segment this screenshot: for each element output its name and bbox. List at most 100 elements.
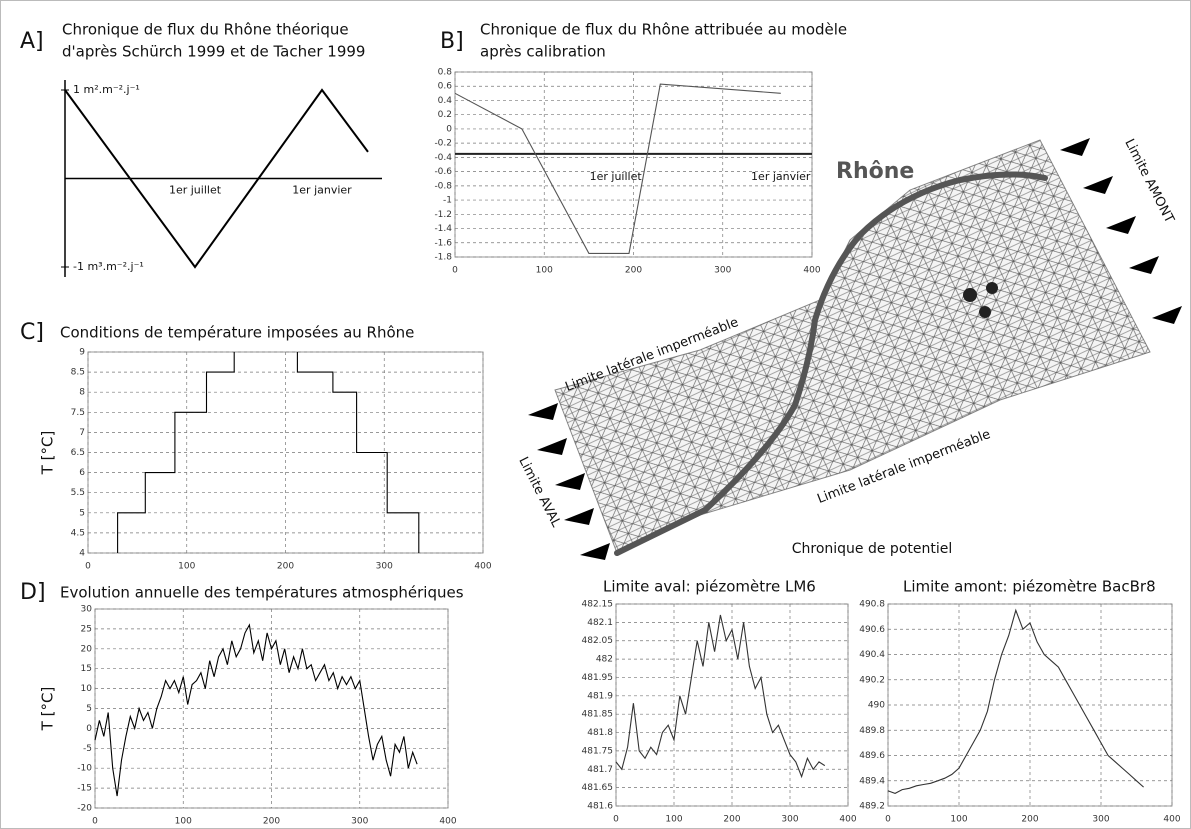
y-tick-label: 15 xyxy=(81,664,92,674)
y-tick-label: 482.15 xyxy=(582,600,614,610)
chart-panel: Limite amont: piézomètre BacBr8 489.2 489.… xyxy=(859,578,1181,825)
x-tick-label: 300 xyxy=(351,817,368,827)
y-tick-label: 0.2 xyxy=(438,110,452,120)
x-tick-label: 0 xyxy=(85,562,91,572)
y-tick-label: -1.6 xyxy=(434,238,452,248)
x-tick-label: 0 xyxy=(613,815,619,825)
chart-title: Chronique de flux du Rhône théorique xyxy=(62,21,349,39)
y-tick-label: 0 xyxy=(446,124,452,134)
data-line xyxy=(64,88,369,269)
arrow xyxy=(1129,256,1159,274)
y-tick-label: 1 m².m⁻².j⁻¹ xyxy=(73,83,140,96)
chart-title: Evolution annuelle des températures atmo… xyxy=(60,584,464,602)
data-line xyxy=(94,623,418,797)
y-tick-label: -1.2 xyxy=(434,210,452,220)
chart-title: Conditions de température imposées au Rh… xyxy=(60,324,414,342)
data-line xyxy=(454,83,781,254)
x-tick-label: 400 xyxy=(474,562,491,572)
y-tick-label: 7.5 xyxy=(71,408,85,418)
arrow xyxy=(1152,306,1182,324)
y-tick-label: 25 xyxy=(81,624,92,634)
panel-label: C] xyxy=(20,320,44,345)
chart-title: après calibration xyxy=(480,43,606,61)
x-tick-label: 300 xyxy=(781,815,798,825)
y-axis-label: T [°C] xyxy=(39,431,57,476)
x-tick-label: 200 xyxy=(1021,815,1038,825)
y-tick-label: 489.8 xyxy=(859,726,885,736)
y-tick-label: 20 xyxy=(81,644,93,654)
x-tick-label: 400 xyxy=(803,266,820,276)
arrow xyxy=(1060,138,1090,156)
chart-title: Limite aval: piézomètre LM6 xyxy=(603,578,816,596)
river-label: Rhône xyxy=(836,159,914,184)
y-tick-label: 490.8 xyxy=(859,600,885,610)
arrow xyxy=(1106,216,1136,234)
x-tick-label: 0 xyxy=(885,815,891,825)
y-tick-label: 30 xyxy=(81,605,93,615)
x-tick-label: 400 xyxy=(1163,815,1180,825)
data-line xyxy=(117,352,420,553)
y-tick-label: -1.8 xyxy=(434,253,452,263)
y-tick-label: 481.8 xyxy=(587,728,613,738)
chart-panel: Evolution annuelle des températures atmo… xyxy=(20,580,464,827)
y-tick-label: 8.5 xyxy=(71,368,85,378)
y-tick-label: -0.4 xyxy=(434,153,452,163)
y-tick-label: 481.95 xyxy=(582,673,614,683)
y-tick-label: 481.7 xyxy=(587,765,613,775)
arrow xyxy=(580,543,610,560)
mesh-grid xyxy=(555,140,1150,553)
y-tick-label: 481.6 xyxy=(587,802,613,812)
upstream-label: Limite AMONT xyxy=(1121,137,1176,226)
y-tick-label: 0.8 xyxy=(438,68,453,78)
panel-label: B] xyxy=(440,29,464,54)
river-line xyxy=(614,171,1048,556)
y-tick-label: 5.5 xyxy=(71,488,85,498)
annotation: 1er juillet xyxy=(590,170,643,183)
y-tick-label: 490.2 xyxy=(859,675,885,685)
x-tick-label: 300 xyxy=(376,562,393,572)
y-tick-label: 490 xyxy=(868,701,885,711)
y-tick-label: 8 xyxy=(79,388,85,398)
arrow xyxy=(564,508,594,525)
y-tick-label: 482 xyxy=(596,655,613,665)
y-tick-label: -15 xyxy=(77,784,92,794)
y-tick-label: 482.05 xyxy=(582,636,614,646)
y-tick-label: -0.2 xyxy=(434,139,452,149)
y-axis-label: T [°C] xyxy=(39,687,57,732)
x-tick-label: 200 xyxy=(723,815,740,825)
x-tick-label: 0 xyxy=(452,266,458,276)
x-tick-label: 200 xyxy=(263,817,280,827)
y-tick-label: 489.6 xyxy=(859,751,885,761)
well xyxy=(986,282,998,294)
y-tick-label: 5 xyxy=(86,704,92,714)
x-tick-label: 400 xyxy=(439,817,456,827)
panel-label: D] xyxy=(20,580,46,605)
downstream-label: Limite AVAL xyxy=(515,455,563,531)
chart-title: d'après Schürch 1999 et de Tacher 1999 xyxy=(62,43,365,61)
data-line xyxy=(615,614,826,779)
y-tick-label: -10 xyxy=(77,764,92,774)
y-tick-label: -20 xyxy=(77,804,92,814)
arrow xyxy=(537,438,567,455)
y-tick-label: -1 xyxy=(443,196,452,206)
chart-title: Chronique de flux du Rhône attribuée au … xyxy=(480,21,847,39)
y-tick-label: 0 xyxy=(86,724,92,734)
x-tick-label: 1er janvier xyxy=(292,184,352,197)
well xyxy=(979,306,991,318)
y-tick-label: 490.6 xyxy=(859,625,885,635)
x-tick-label: 200 xyxy=(277,562,294,572)
y-tick-label: -5 xyxy=(83,744,92,754)
chart-panel: Chronique de flux du Rhône attribuée au … xyxy=(434,21,847,276)
panel-label: A] xyxy=(20,29,44,54)
data-line xyxy=(887,608,1144,795)
x-tick-label: 100 xyxy=(665,815,682,825)
y-tick-label: 482.1 xyxy=(587,618,613,628)
chart-panel: Limite aval: piézomètre LM6 481.6 481.65 48… xyxy=(582,578,857,825)
y-tick-label: 6.5 xyxy=(71,448,85,458)
potential-heading: Chronique de potentiel xyxy=(792,541,953,557)
y-tick-label: 0.6 xyxy=(438,82,453,92)
x-tick-label: 200 xyxy=(625,266,642,276)
y-tick-label: 490.4 xyxy=(859,650,885,660)
